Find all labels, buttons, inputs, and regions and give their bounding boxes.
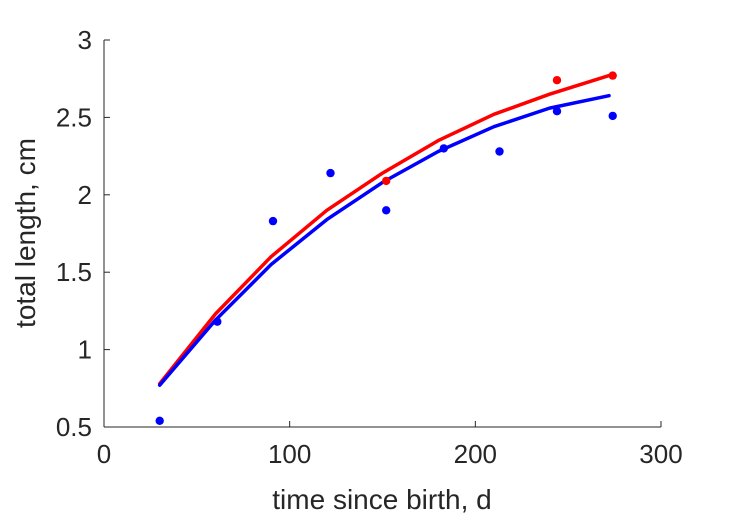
x-tick-label: 200 [454, 439, 497, 469]
data-point [382, 206, 391, 215]
data-point [213, 317, 222, 326]
x-tick-label: 0 [97, 439, 111, 469]
y-tick-label: 2.5 [56, 102, 92, 132]
data-point [382, 176, 391, 186]
data-point [439, 144, 448, 153]
data-point [552, 76, 562, 85]
y-tick-label: 2 [78, 180, 92, 210]
data-point [608, 71, 617, 80]
data-point [326, 168, 335, 178]
axes [103, 39, 662, 428]
data-point [268, 216, 278, 226]
x-axis-title: time since birth, d [272, 484, 491, 515]
data-point [608, 111, 617, 121]
data-point [552, 107, 562, 116]
y-tick-label: 1.5 [56, 257, 92, 287]
tick-labels: 0 100 200 300 0.5 1 1.5 2 2.5 3 [56, 25, 683, 469]
fit-curve-2 [157, 93, 611, 387]
fit-curves [157, 73, 611, 387]
y-tick-label: 1 [78, 335, 92, 365]
data-point [495, 147, 504, 156]
x-tick-label: 300 [639, 439, 682, 469]
x-tick-label: 100 [268, 439, 311, 469]
fit-curve-1 [157, 73, 611, 386]
y-tick-label: 0.5 [56, 412, 92, 442]
y-axis-title: total length, cm [10, 138, 41, 328]
data-points [155, 71, 617, 425]
data-point [155, 416, 164, 425]
y-tick-label: 3 [78, 25, 92, 55]
